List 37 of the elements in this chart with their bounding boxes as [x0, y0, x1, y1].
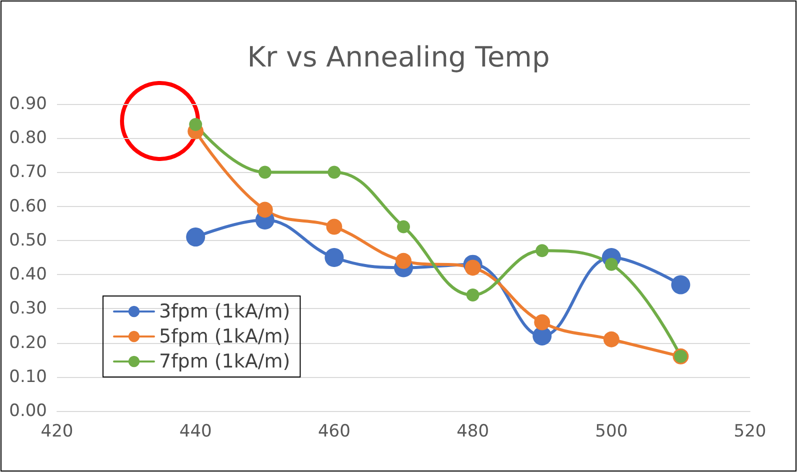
- point: [671, 275, 690, 294]
- y-tick-label: 0.10: [9, 366, 47, 387]
- point: [532, 326, 552, 346]
- point: [328, 166, 341, 179]
- chart-title: Kr vs Annealing Temp: [247, 40, 550, 74]
- point: [534, 314, 550, 330]
- point: [603, 331, 620, 348]
- y-tick-label: 0.90: [9, 94, 47, 114]
- y-tick-label: 0.50: [9, 230, 47, 250]
- point: [258, 166, 272, 179]
- point: [464, 260, 481, 276]
- point: [397, 220, 410, 234]
- point: [396, 252, 412, 269]
- y-tick-label: 0.60: [9, 196, 47, 216]
- point: [256, 202, 273, 218]
- y-tick-label: 0.70: [9, 162, 47, 182]
- x-tick-label: 420: [40, 422, 74, 442]
- y-tick-label: 0.30: [9, 298, 47, 319]
- point: [466, 288, 480, 302]
- point: [324, 248, 344, 267]
- point: [326, 218, 342, 235]
- point: [604, 258, 618, 271]
- point: [189, 118, 202, 131]
- point: [186, 228, 206, 247]
- x-tick-label: 440: [179, 422, 212, 442]
- y-tick-label: 0.80: [9, 128, 47, 148]
- legend-label: 5fpm (1kA/m): [159, 326, 290, 348]
- y-tick-label: 0.00: [9, 401, 47, 421]
- x-tick-label: 460: [318, 422, 350, 442]
- legend-label: 7fpm (1kA/m): [159, 350, 290, 372]
- x-tick-label: 520: [734, 422, 766, 442]
- point: [536, 244, 549, 258]
- x-tick-label: 500: [595, 422, 628, 442]
- x-tick-label: 480: [456, 422, 490, 442]
- legend-label: 3fpm (1kA/m): [159, 300, 290, 322]
- y-tick-label: 0.20: [9, 332, 47, 353]
- y-tick-label: 0.40: [9, 264, 47, 285]
